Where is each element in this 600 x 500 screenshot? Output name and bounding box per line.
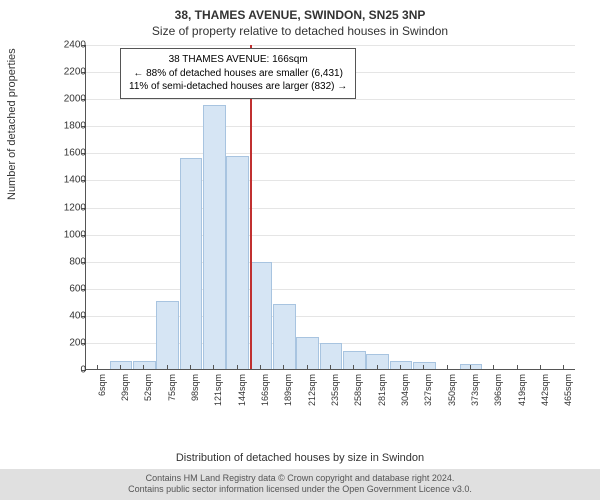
histogram-bar	[273, 304, 296, 369]
x-tick-label: 121sqm	[213, 374, 223, 434]
grid-line	[86, 180, 575, 181]
x-tick-mark	[377, 365, 378, 369]
x-tick-mark	[330, 365, 331, 369]
x-tick-mark	[237, 365, 238, 369]
grid-line	[86, 45, 575, 46]
x-tick-mark	[213, 365, 214, 369]
y-tick-label: 2400	[56, 40, 86, 51]
y-axis-label: Number of detached properties	[6, 48, 18, 200]
grid-line	[86, 208, 575, 209]
x-tick-mark	[540, 365, 541, 369]
legend-line-1: 38 THAMES AVENUE: 166sqm	[129, 53, 347, 67]
x-tick-mark	[493, 365, 494, 369]
y-tick-label: 1600	[56, 148, 86, 159]
histogram-bar	[156, 301, 179, 369]
footer-line-1: Contains HM Land Registry data © Crown c…	[6, 473, 594, 485]
x-tick-label: 465sqm	[563, 374, 573, 434]
y-tick-label: 200	[56, 337, 86, 348]
x-tick-mark	[353, 365, 354, 369]
x-tick-mark	[400, 365, 401, 369]
x-tick-label: 442sqm	[540, 374, 550, 434]
grid-line	[86, 126, 575, 127]
y-tick-label: 800	[56, 256, 86, 267]
title-main: 38, THAMES AVENUE, SWINDON, SN25 3NP	[0, 0, 600, 22]
x-tick-mark	[190, 365, 191, 369]
x-tick-label: 281sqm	[377, 374, 387, 434]
y-tick-label: 0	[56, 365, 86, 376]
x-tick-mark	[307, 365, 308, 369]
x-tick-label: 212sqm	[307, 374, 317, 434]
x-axis-label: Distribution of detached houses by size …	[0, 452, 600, 464]
x-tick-mark	[120, 365, 121, 369]
y-tick-label: 1000	[56, 229, 86, 240]
x-tick-mark	[423, 365, 424, 369]
x-tick-label: 29sqm	[120, 374, 130, 434]
x-tick-mark	[517, 365, 518, 369]
histogram-bar	[203, 105, 226, 369]
legend-line-2: ← 88% of detached houses are smaller (6,…	[129, 67, 347, 81]
x-tick-mark	[167, 365, 168, 369]
y-tick-label: 2000	[56, 94, 86, 105]
grid-line	[86, 153, 575, 154]
x-tick-mark	[97, 365, 98, 369]
x-tick-label: 75sqm	[167, 374, 177, 434]
y-tick-label: 2200	[56, 67, 86, 78]
x-tick-label: 144sqm	[237, 374, 247, 434]
y-tick-label: 600	[56, 283, 86, 294]
x-tick-label: 166sqm	[260, 374, 270, 434]
x-tick-label: 52sqm	[143, 374, 153, 434]
x-tick-label: 304sqm	[400, 374, 410, 434]
x-tick-mark	[447, 365, 448, 369]
legend-line-3: 11% of semi-detached houses are larger (…	[129, 80, 347, 94]
grid-line	[86, 235, 575, 236]
x-tick-label: 98sqm	[190, 374, 200, 434]
x-tick-mark	[283, 365, 284, 369]
x-tick-label: 396sqm	[493, 374, 503, 434]
x-tick-label: 6sqm	[97, 374, 107, 434]
x-tick-label: 373sqm	[470, 374, 480, 434]
footer: Contains HM Land Registry data © Crown c…	[0, 469, 600, 500]
grid-line	[86, 289, 575, 290]
histogram-bar	[180, 158, 203, 369]
footer-line-2: Contains public sector information licen…	[6, 484, 594, 496]
grid-line	[86, 262, 575, 263]
y-tick-label: 400	[56, 310, 86, 321]
y-tick-label: 1800	[56, 121, 86, 132]
x-tick-label: 258sqm	[353, 374, 363, 434]
y-tick-label: 1200	[56, 202, 86, 213]
x-tick-label: 327sqm	[423, 374, 433, 434]
y-tick-label: 1400	[56, 175, 86, 186]
x-tick-label: 189sqm	[283, 374, 293, 434]
legend-box: 38 THAMES AVENUE: 166sqm ← 88% of detach…	[120, 48, 356, 99]
x-tick-label: 350sqm	[447, 374, 457, 434]
x-tick-mark	[143, 365, 144, 369]
grid-line	[86, 99, 575, 100]
histogram-bar	[226, 156, 249, 369]
x-tick-label: 235sqm	[330, 374, 340, 434]
x-tick-mark	[260, 365, 261, 369]
title-sub: Size of property relative to detached ho…	[0, 22, 600, 38]
x-tick-label: 419sqm	[517, 374, 527, 434]
x-tick-mark	[563, 365, 564, 369]
histogram-bar	[250, 262, 273, 369]
x-tick-mark	[470, 365, 471, 369]
